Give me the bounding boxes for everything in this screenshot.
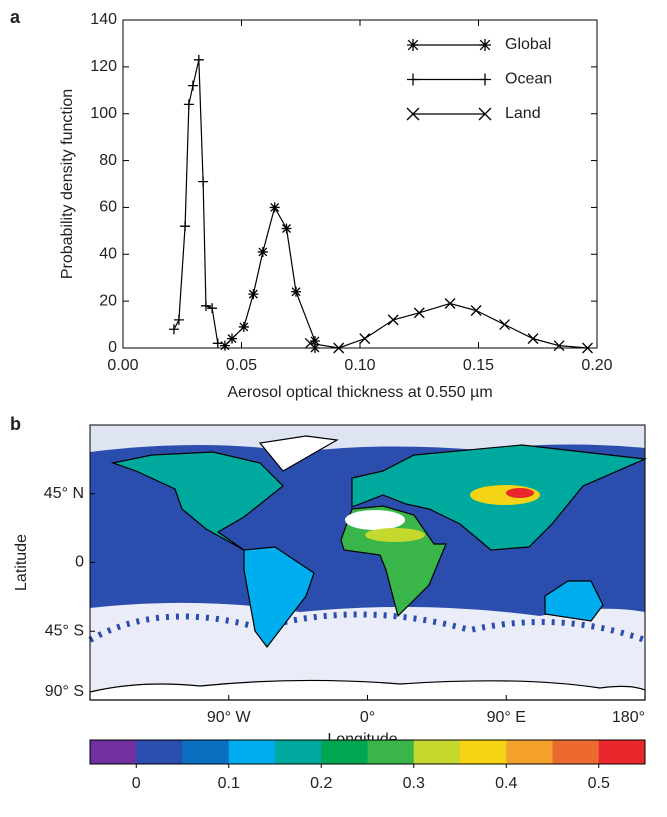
data-point — [219, 340, 230, 351]
colorbar-tick-label: 0.4 — [495, 775, 517, 792]
colorbar-frame — [89, 739, 646, 765]
data-point — [281, 223, 292, 234]
colorbar-swatch — [90, 740, 137, 764]
x-tick-label: 0.15 — [463, 357, 494, 374]
x-axis-label: Aerosol optical thickness at 0.550 µm — [227, 384, 492, 401]
colorbar-tick-label: 0.5 — [588, 775, 610, 792]
data-point — [553, 340, 565, 352]
data-point — [257, 246, 268, 257]
data-point — [359, 333, 371, 345]
data-point — [527, 333, 539, 345]
colorbar-swatch — [321, 740, 368, 764]
data-point — [413, 307, 425, 319]
y-tick-label: 45° S — [45, 622, 84, 639]
series-line — [173, 59, 219, 344]
data-point — [470, 305, 482, 316]
colorbar-tick-label: 0.3 — [403, 775, 425, 792]
x-tick-label: 180° — [612, 709, 645, 726]
series-line — [224, 205, 316, 348]
y-axis-label: Probability density function — [59, 89, 76, 279]
data-point — [238, 321, 249, 332]
data-point — [198, 176, 209, 187]
x-tick-label: 90° E — [487, 709, 526, 726]
north-america — [110, 451, 284, 551]
y-tick-label: 45° N — [44, 485, 84, 502]
x-tick-label: 90° W — [207, 709, 252, 726]
legend-label: Global — [505, 36, 551, 53]
cloud-mask — [90, 425, 645, 452]
sahel — [365, 528, 425, 542]
data-point — [227, 333, 238, 344]
data-point — [248, 289, 259, 300]
colorbar-tick-label: 0.1 — [218, 775, 240, 792]
panel-label: a — [10, 7, 21, 27]
y-tick-label: 80 — [99, 152, 117, 169]
colorbar-swatch — [598, 740, 646, 764]
y-tick-label: 140 — [90, 11, 117, 28]
data-point — [304, 337, 316, 349]
colorbar-swatch — [275, 740, 322, 764]
x-tick-label: 0.20 — [581, 357, 612, 374]
y-tick-label: 60 — [99, 199, 117, 216]
legend-label: Ocean — [505, 71, 552, 88]
data-point — [387, 314, 399, 326]
data-point — [269, 202, 280, 213]
data-point — [168, 324, 179, 335]
data-point — [291, 286, 302, 297]
sahara — [345, 510, 405, 530]
greenland — [258, 435, 339, 472]
plot-frame — [122, 19, 598, 349]
colorbar-swatch — [413, 740, 461, 764]
y-tick-label: 0 — [108, 339, 117, 356]
data-point — [180, 221, 191, 232]
colorbar-swatch — [460, 740, 507, 764]
map-background — [88, 425, 648, 701]
data-point — [173, 314, 184, 325]
x-tick-label: 0.05 — [226, 357, 257, 374]
y-tick-label: 0 — [75, 554, 84, 571]
y-tick-label: 90° S — [45, 683, 84, 700]
colorbar-swatch — [367, 740, 415, 764]
x-tick-label: 0.00 — [107, 357, 138, 374]
data-point — [187, 80, 198, 91]
colorbar-swatch — [136, 740, 183, 764]
panel-label: b — [10, 414, 21, 434]
data-point — [183, 99, 194, 110]
south-america — [243, 546, 315, 648]
australia — [544, 580, 604, 622]
legend-marker — [407, 39, 491, 51]
colorbar-swatch — [506, 740, 553, 764]
data-point — [207, 303, 218, 314]
data-point — [212, 338, 223, 349]
colorbar-swatch — [182, 740, 230, 764]
x-tick-label: 0° — [360, 709, 375, 726]
cloud-mask — [90, 602, 645, 700]
y-tick-label: 100 — [90, 105, 117, 122]
y-tick-label: 120 — [90, 58, 117, 75]
data-point — [499, 319, 511, 331]
colorbar-tick-label: 0.2 — [310, 775, 332, 792]
legend-marker — [407, 73, 491, 86]
legend-label: Land — [505, 105, 541, 122]
data-point — [193, 54, 204, 65]
y-tick-label: 20 — [99, 292, 117, 309]
asia-dust-core — [506, 488, 534, 498]
series-line — [310, 302, 588, 349]
legend-marker — [406, 107, 492, 121]
y-axis-label: Latitude — [13, 534, 30, 591]
colorbar-tick-label: 0 — [132, 775, 141, 792]
x-tick-label: 0.10 — [344, 357, 375, 374]
y-tick-label: 40 — [99, 246, 117, 263]
colorbar-swatch — [552, 740, 600, 764]
colorbar-swatch — [228, 740, 276, 764]
data-point — [582, 342, 593, 354]
data-point — [200, 300, 211, 311]
data-point — [333, 342, 345, 354]
data-point — [309, 335, 320, 346]
data-point — [444, 298, 456, 309]
